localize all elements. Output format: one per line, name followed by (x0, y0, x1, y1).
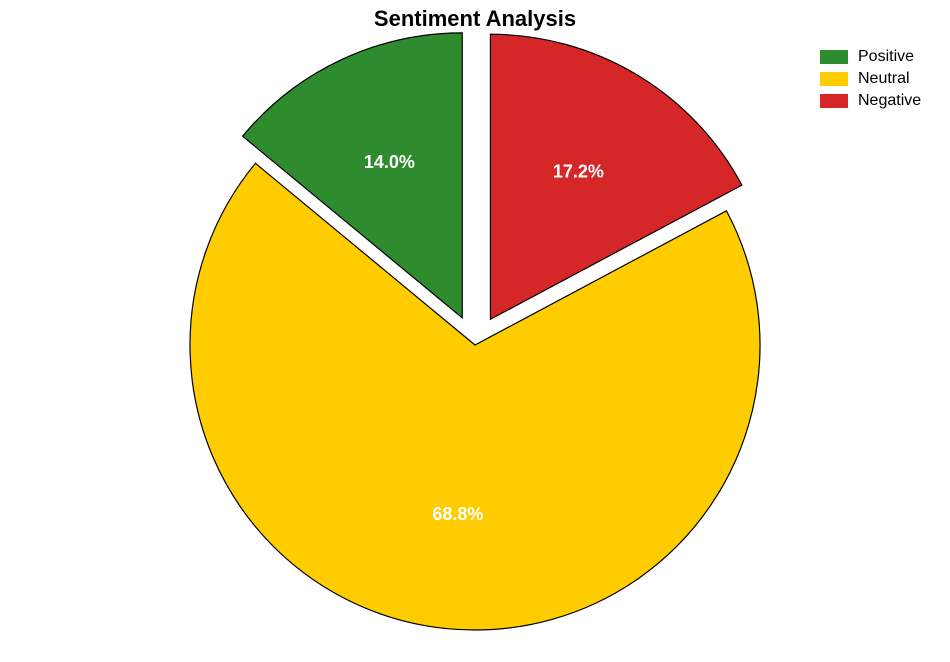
legend-item-positive: Positive (820, 48, 921, 66)
legend: Positive Neutral Negative (820, 48, 921, 114)
pie-slice-label-positive: 14.0% (364, 152, 415, 172)
pie-slice-label-neutral: 68.8% (432, 504, 483, 524)
legend-label-negative: Negative (858, 92, 921, 110)
legend-swatch-negative (820, 94, 848, 108)
legend-swatch-positive (820, 50, 848, 64)
pie-slice-label-negative: 17.2% (553, 161, 604, 181)
legend-label-neutral: Neutral (858, 70, 910, 88)
legend-item-neutral: Neutral (820, 70, 921, 88)
legend-label-positive: Positive (858, 48, 914, 66)
legend-item-negative: Negative (820, 92, 921, 110)
pie-slice-neutral (190, 163, 760, 630)
pie-chart: 14.0% 68.8% 17.2% (0, 0, 950, 662)
legend-swatch-neutral (820, 72, 848, 86)
